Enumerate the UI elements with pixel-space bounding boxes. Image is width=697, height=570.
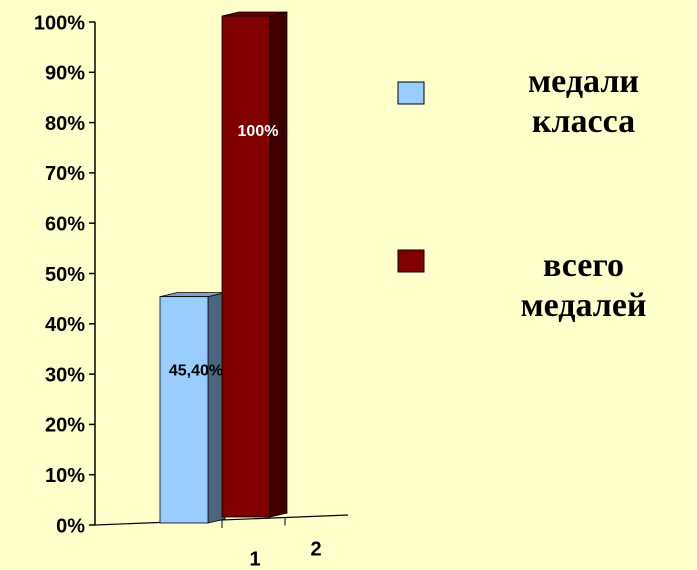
x-tick-label: 2 — [310, 538, 321, 560]
value-label: 45,40% — [169, 363, 223, 380]
y-tick-label: 50% — [45, 264, 85, 286]
y-tick-label: 100% — [34, 12, 85, 34]
y-tick-label: 30% — [45, 364, 85, 386]
y-tick-label: 80% — [45, 113, 85, 135]
bar-side — [269, 11, 288, 518]
y-tick-label: 70% — [45, 163, 85, 185]
x-tick-label: 1 — [249, 548, 260, 570]
legend-swatch — [397, 81, 425, 105]
y-tick-label: 90% — [45, 63, 85, 85]
y-tick-label: 0% — [56, 515, 85, 537]
legend-swatch — [397, 249, 425, 273]
y-tick-label: 10% — [45, 465, 85, 487]
bar — [159, 296, 209, 524]
y-tick-label: 20% — [45, 415, 85, 437]
legend-label: всего медалей — [520, 247, 647, 324]
y-tick-label: 40% — [45, 314, 85, 336]
y-tick-label: 60% — [45, 213, 85, 235]
legend-label: медали класса — [528, 63, 639, 140]
bar — [221, 15, 271, 518]
value-label: 100% — [238, 123, 279, 140]
